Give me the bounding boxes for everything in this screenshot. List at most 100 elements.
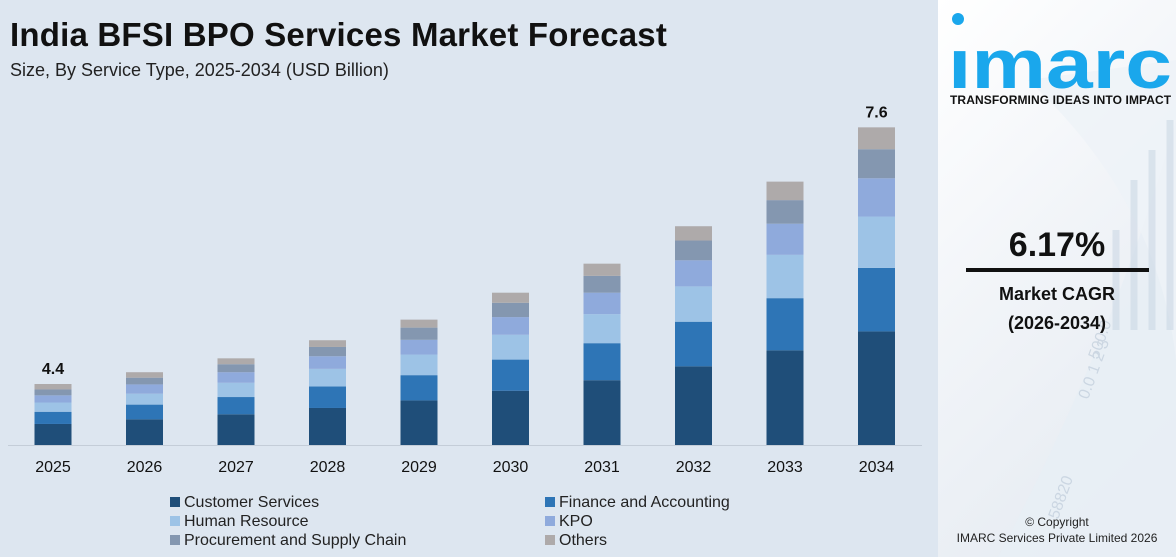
bar-segment-2031-1 (583, 343, 621, 381)
legend-swatch (545, 516, 555, 526)
x-tick-label: 2033 (767, 459, 803, 476)
cagr-divider (966, 268, 1149, 272)
legend-item: Human Resource (170, 513, 309, 531)
bar-segment-2029-1 (400, 375, 438, 401)
bar-segment-2025-5 (34, 383, 72, 390)
x-tick-label: 2027 (218, 459, 254, 476)
bar-segment-2031-0 (583, 380, 621, 445)
bar-segment-2029-2 (400, 354, 438, 376)
bar-segment-2032-3 (675, 260, 712, 287)
legend-label: Customer Services (184, 494, 320, 511)
svg-text:ımarc: ımarc (948, 25, 1172, 94)
chart-subtitle: Size, By Service Type, 2025-2034 (USD Bi… (10, 60, 389, 80)
bar-segment-2033-5 (766, 181, 804, 201)
bar-segment-2026-4 (126, 377, 163, 385)
x-tick-label: 2030 (493, 459, 529, 476)
bar-segment-2032-4 (675, 240, 712, 261)
copyright-line-2: IMARC Services Private Limited 2026 (956, 531, 1158, 545)
bar-segment-2029-3 (400, 339, 438, 355)
bar-segment-2033-0 (766, 350, 804, 445)
decorative-background: 0.0 1 2 3 500.0 58820 (998, 60, 1176, 557)
bar-segment-2029-5 (400, 319, 438, 328)
cagr-label: Market CAGR (998, 284, 1116, 304)
bar-segment-2030-0 (492, 390, 529, 445)
x-tick-label: 2028 (310, 459, 346, 476)
legend-label: Others (559, 532, 608, 549)
bar-segment-2034-3 (858, 178, 895, 217)
total-label-2025: 4.4 (42, 361, 64, 378)
bar-segment-2026-1 (126, 404, 163, 420)
legend-label: KPO (559, 513, 593, 530)
bar-segment-2033-1 (766, 298, 804, 351)
bar-segment-2028-4 (309, 346, 346, 357)
bar-segment-2027-0 (217, 414, 255, 445)
bar-segment-2029-4 (400, 327, 438, 340)
legend-label: Human Resource (184, 513, 309, 530)
bar-segment-2034-4 (858, 149, 895, 179)
bar-segment-2034-1 (858, 267, 895, 332)
bar-segment-2033-3 (766, 223, 804, 255)
copyright-line-1: © Copyright (1025, 515, 1089, 529)
brand-tagline: TRANSFORMING IDEAS INTO IMPACT (950, 93, 1172, 107)
x-tick-label: 2025 (35, 459, 71, 476)
x-tick-label: 2029 (401, 459, 437, 476)
bar-segment-2028-3 (309, 356, 346, 369)
x-tick-label: 2032 (676, 459, 712, 476)
bar-segment-2025-4 (34, 389, 72, 396)
legend-swatch (545, 497, 555, 507)
bar-segment-2027-1 (217, 397, 255, 415)
bar-segment-2028-5 (309, 340, 346, 347)
legend-item: Finance and Accounting (545, 494, 730, 512)
x-tick-labels: 2025 2026 2027 2028 2029 2030 2031 2032 2033 2034 (35, 459, 894, 476)
bar-segment-2025-1 (34, 411, 72, 424)
chart-title: India BFSI BPO Services Market Forecast (10, 16, 668, 53)
bar-segment-2031-3 (583, 292, 621, 315)
total-label-2034: 7.6 (865, 104, 887, 121)
bar-segment-2027-5 (217, 358, 255, 365)
bar-segment-2025-0 (34, 423, 72, 445)
bar-segment-2031-5 (583, 263, 621, 276)
bar-segment-2030-5 (492, 292, 529, 303)
bar-segment-2030-3 (492, 317, 529, 335)
bar-segment-2030-4 (492, 302, 529, 318)
bar-segment-2027-2 (217, 382, 255, 398)
cagr-period: (2026-2034) (1007, 313, 1107, 333)
cagr-value: 6.17% (1008, 226, 1106, 264)
bar-segment-2032-1 (675, 321, 712, 367)
legend-swatch (170, 535, 180, 545)
chart-panel: India BFSI BPO Services Market Forecast … (8, 16, 922, 550)
bar-segment-2033-4 (766, 200, 804, 224)
bar-segment-2027-3 (217, 372, 255, 383)
legend-item: Customer Services (170, 494, 319, 512)
bar-segment-2031-4 (583, 275, 621, 293)
bar-segment-2032-2 (675, 286, 712, 322)
bar-segment-2028-2 (309, 368, 346, 387)
bar-segment-2027-4 (217, 364, 255, 373)
x-tick-label: 2031 (584, 459, 620, 476)
total-labels: 4.4 7.6 (42, 104, 888, 378)
bar-segment-2032-0 (675, 366, 712, 445)
bar-segment-2034-5 (858, 127, 895, 150)
legend-swatch (545, 535, 555, 545)
bar-segment-2030-2 (492, 334, 529, 360)
bar-segment-2032-5 (675, 226, 712, 241)
bar-segment-2026-3 (126, 384, 163, 394)
bar-segment-2025-3 (34, 395, 72, 403)
bars-group (34, 127, 895, 445)
bar-segment-2026-5 (126, 372, 163, 378)
x-tick-label: 2034 (859, 459, 895, 476)
legend-item: KPO (545, 513, 593, 531)
brand-panel: 0.0 1 2 3 500.0 58820 ımarc TRANSFORMING… (938, 0, 1176, 557)
legend-swatch (170, 516, 180, 526)
legend-item: Procurement and Supply Chain (170, 532, 406, 550)
bar-segment-2034-0 (858, 331, 895, 445)
bar-segment-2026-0 (126, 419, 163, 445)
legend-label: Finance and Accounting (559, 494, 730, 511)
legend-label: Procurement and Supply Chain (184, 532, 407, 549)
legend-swatch (170, 497, 180, 507)
bar-segment-2028-1 (309, 386, 346, 408)
stacked-bar-chart: 2025 2026 2027 2028 2029 2030 2031 2032 2033 2034… (8, 104, 922, 476)
x-tick-label: 2026 (127, 459, 163, 476)
bar-segment-2028-0 (309, 407, 346, 445)
bar-segment-2030-1 (492, 359, 529, 391)
